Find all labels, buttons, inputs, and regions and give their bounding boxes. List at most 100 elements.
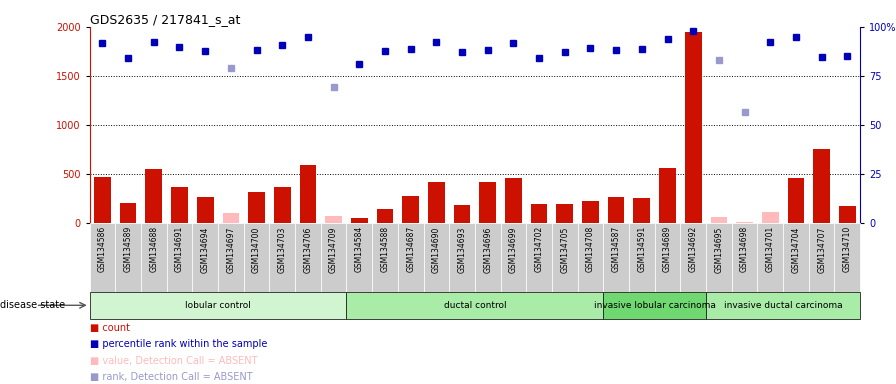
Bar: [321, 223, 347, 292]
Bar: [809, 223, 834, 292]
Text: GSM134702: GSM134702: [535, 226, 544, 272]
Text: ductal control: ductal control: [444, 301, 506, 310]
Bar: [475, 223, 501, 292]
Text: GSM134710: GSM134710: [843, 226, 852, 272]
Text: GSM134584: GSM134584: [355, 226, 364, 272]
Bar: [449, 223, 475, 292]
Bar: [603, 223, 629, 292]
Bar: [90, 292, 347, 319]
Bar: [680, 223, 706, 292]
Text: GSM134707: GSM134707: [817, 226, 826, 273]
Bar: [603, 292, 706, 319]
Bar: [248, 192, 265, 223]
Text: GDS2635 / 217841_s_at: GDS2635 / 217841_s_at: [90, 13, 240, 26]
Text: GSM134708: GSM134708: [586, 226, 595, 272]
Bar: [659, 168, 676, 223]
Text: GSM134695: GSM134695: [714, 226, 723, 273]
Bar: [376, 209, 393, 223]
Text: GSM134699: GSM134699: [509, 226, 518, 273]
Bar: [757, 223, 783, 292]
Bar: [347, 292, 603, 319]
Bar: [633, 198, 650, 223]
Bar: [402, 196, 419, 223]
Bar: [197, 197, 213, 223]
Text: GSM134706: GSM134706: [304, 226, 313, 273]
Text: GSM134586: GSM134586: [98, 226, 107, 272]
Text: GSM134690: GSM134690: [432, 226, 441, 273]
Bar: [145, 169, 162, 223]
Bar: [578, 223, 603, 292]
Text: GSM134694: GSM134694: [201, 226, 210, 273]
Bar: [274, 187, 290, 223]
Bar: [655, 223, 680, 292]
Bar: [711, 217, 728, 223]
Text: invasive lobular carcinoma: invasive lobular carcinoma: [594, 301, 716, 310]
Bar: [526, 223, 552, 292]
Text: GSM134697: GSM134697: [227, 226, 236, 273]
Text: GSM134691: GSM134691: [175, 226, 184, 272]
Bar: [501, 223, 526, 292]
Bar: [222, 213, 239, 223]
Text: GSM134591: GSM134591: [637, 226, 646, 272]
Text: ■ value, Detection Call = ABSENT: ■ value, Detection Call = ABSENT: [90, 356, 257, 366]
Text: GSM134689: GSM134689: [663, 226, 672, 272]
Text: ■ percentile rank within the sample: ■ percentile rank within the sample: [90, 339, 267, 349]
Bar: [193, 223, 218, 292]
Bar: [351, 218, 367, 223]
Bar: [582, 201, 599, 223]
Bar: [834, 223, 860, 292]
Text: GSM134587: GSM134587: [612, 226, 621, 272]
Bar: [839, 205, 856, 223]
Bar: [116, 223, 141, 292]
Bar: [552, 223, 578, 292]
Text: GSM134705: GSM134705: [560, 226, 569, 273]
Bar: [90, 223, 116, 292]
Bar: [171, 187, 188, 223]
Bar: [685, 32, 702, 223]
Text: ■ count: ■ count: [90, 323, 130, 333]
Text: GSM134704: GSM134704: [791, 226, 800, 273]
Bar: [479, 182, 496, 223]
Bar: [372, 223, 398, 292]
Bar: [706, 292, 860, 319]
Text: GSM134700: GSM134700: [252, 226, 261, 273]
Bar: [706, 223, 732, 292]
Bar: [270, 223, 295, 292]
Bar: [218, 223, 244, 292]
Bar: [428, 182, 444, 223]
Bar: [347, 223, 372, 292]
Bar: [737, 222, 753, 223]
Text: GSM134589: GSM134589: [124, 226, 133, 272]
Bar: [141, 223, 167, 292]
Bar: [783, 223, 809, 292]
Text: GSM134688: GSM134688: [150, 226, 159, 272]
Bar: [732, 223, 757, 292]
Bar: [94, 177, 111, 223]
Text: invasive ductal carcinoma: invasive ductal carcinoma: [724, 301, 842, 310]
Bar: [530, 204, 547, 223]
Bar: [607, 197, 625, 223]
Text: GSM134692: GSM134692: [689, 226, 698, 272]
Bar: [295, 223, 321, 292]
Text: GSM134687: GSM134687: [406, 226, 415, 272]
Bar: [505, 178, 521, 223]
Bar: [814, 149, 830, 223]
Text: GSM134696: GSM134696: [483, 226, 492, 273]
Text: lobular control: lobular control: [185, 301, 251, 310]
Text: disease state: disease state: [0, 300, 65, 310]
Bar: [556, 204, 573, 223]
Text: GSM134693: GSM134693: [458, 226, 467, 273]
Text: GSM134701: GSM134701: [766, 226, 775, 272]
Bar: [424, 223, 449, 292]
Bar: [788, 178, 805, 223]
Bar: [167, 223, 193, 292]
Text: GSM134698: GSM134698: [740, 226, 749, 272]
Bar: [299, 165, 316, 223]
Bar: [244, 223, 270, 292]
Text: GSM134709: GSM134709: [329, 226, 338, 273]
Bar: [453, 205, 470, 223]
Text: ■ rank, Detection Call = ABSENT: ■ rank, Detection Call = ABSENT: [90, 372, 253, 382]
Text: GSM134703: GSM134703: [278, 226, 287, 273]
Bar: [762, 212, 779, 223]
Bar: [325, 216, 342, 223]
